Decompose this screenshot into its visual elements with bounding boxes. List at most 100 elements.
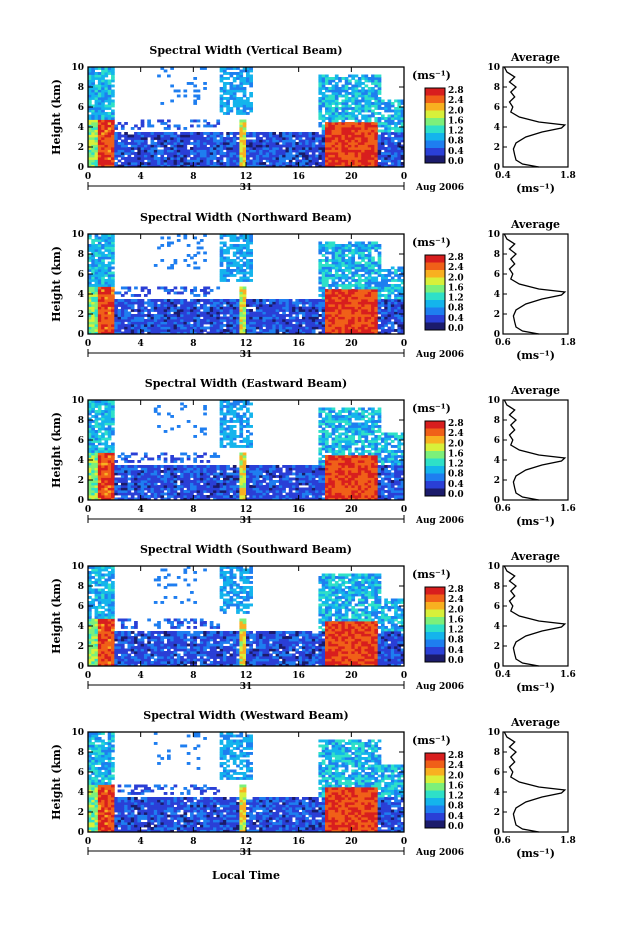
heatmap-cell bbox=[229, 97, 234, 100]
heatmap-cell bbox=[325, 147, 329, 150]
heatmap-cell bbox=[390, 279, 395, 282]
heatmap-cell bbox=[321, 296, 326, 300]
heatmap-cell bbox=[351, 254, 356, 257]
heatmap-cell bbox=[341, 259, 346, 262]
heatmap-cell bbox=[390, 119, 395, 123]
heatmap-cell bbox=[219, 299, 224, 302]
heatmap-cell bbox=[338, 274, 342, 277]
heatmap-cell bbox=[91, 407, 95, 411]
heatmap-cell bbox=[111, 129, 115, 133]
heatmap-cell bbox=[246, 162, 250, 165]
heatmap-cell bbox=[236, 87, 240, 90]
heatmap-cell bbox=[278, 319, 283, 322]
heatmap-cell bbox=[183, 157, 188, 160]
heatmap-cell bbox=[104, 326, 109, 330]
heatmap-cell bbox=[97, 117, 102, 120]
heatmap-cell bbox=[120, 490, 125, 493]
heatmap-cell bbox=[226, 279, 230, 282]
heatmap-cell bbox=[275, 309, 280, 312]
heatmap-cell bbox=[295, 132, 300, 135]
heatmap-cell bbox=[88, 412, 92, 416]
heatmap-cell bbox=[305, 311, 309, 315]
heatmap-cell bbox=[338, 77, 342, 80]
heatmap-cell bbox=[111, 94, 115, 98]
heatmap-cell bbox=[400, 107, 405, 110]
heatmap-cell bbox=[196, 139, 201, 143]
heatmap-cell bbox=[157, 470, 161, 473]
heatmap-cell bbox=[357, 269, 362, 272]
heatmap-cell bbox=[232, 94, 237, 98]
heatmap-cell bbox=[104, 107, 109, 110]
heatmap-cell bbox=[321, 309, 326, 312]
heatmap-cell bbox=[288, 321, 293, 325]
heatmap-cell bbox=[222, 244, 227, 247]
heatmap-cell bbox=[117, 477, 122, 481]
heatmap-cell bbox=[364, 107, 369, 110]
heatmap-cell bbox=[222, 69, 227, 73]
heatmap-cell bbox=[367, 309, 372, 312]
heatmap-cell bbox=[367, 144, 372, 148]
heatmap-cell bbox=[334, 321, 339, 325]
heatmap-cell bbox=[97, 440, 102, 443]
heatmap-cell bbox=[88, 134, 92, 138]
heatmap-cell bbox=[104, 304, 109, 307]
heatmap-cell bbox=[255, 134, 260, 138]
heatmap-cell bbox=[203, 82, 207, 85]
heatmap-cell bbox=[351, 319, 356, 322]
heatmap-cell bbox=[193, 324, 198, 327]
heatmap-cell bbox=[252, 301, 257, 305]
heatmap-cell bbox=[216, 147, 221, 150]
heatmap-cell bbox=[394, 299, 398, 302]
heatmap-cell bbox=[239, 82, 244, 85]
heatmap-cell bbox=[334, 99, 339, 103]
heatmap-cell bbox=[104, 400, 109, 403]
heatmap-cell bbox=[107, 67, 112, 70]
heatmap-cell bbox=[367, 127, 372, 130]
heatmap-cell bbox=[101, 112, 105, 115]
heatmap-cell bbox=[97, 119, 102, 123]
heatmap-cell bbox=[242, 234, 247, 237]
heatmap-cell bbox=[380, 284, 385, 287]
heatmap-cell bbox=[397, 142, 402, 145]
heatmap-cell bbox=[371, 129, 375, 133]
heatmap-cell bbox=[374, 299, 379, 302]
heatmap-cell bbox=[203, 234, 207, 237]
heatmap-cell bbox=[361, 319, 365, 322]
heatmap-cell bbox=[377, 117, 382, 120]
heatmap-cell bbox=[371, 92, 375, 95]
heatmap-cell bbox=[226, 112, 230, 115]
heatmap-cell bbox=[114, 319, 119, 322]
heatmap-cell bbox=[157, 311, 161, 315]
heatmap-cell bbox=[400, 311, 405, 315]
heatmap-cell bbox=[222, 324, 227, 327]
heatmap-cell bbox=[295, 326, 300, 330]
heatmap-cell bbox=[357, 251, 362, 255]
heatmap-cell bbox=[232, 314, 237, 317]
heatmap-cell bbox=[334, 117, 339, 120]
heatmap-cell bbox=[183, 259, 188, 262]
heatmap-cell bbox=[153, 157, 158, 160]
x-tick-label: 20 bbox=[345, 339, 358, 349]
heatmap-cell bbox=[111, 492, 115, 496]
heatmap-cell bbox=[318, 299, 323, 302]
heatmap-cell bbox=[226, 152, 230, 155]
heatmap-cell bbox=[371, 256, 375, 260]
heatmap-cell bbox=[305, 319, 309, 322]
heatmap-cell bbox=[344, 112, 349, 115]
heatmap-cell bbox=[357, 301, 362, 305]
heatmap-cell bbox=[394, 124, 398, 128]
heatmap-cell bbox=[361, 316, 365, 320]
heatmap-cell bbox=[374, 289, 379, 292]
heatmap-cell bbox=[354, 87, 359, 90]
heatmap-cell bbox=[157, 316, 161, 320]
heatmap-cell bbox=[328, 94, 332, 98]
heatmap-cell bbox=[160, 139, 165, 143]
heatmap-cell bbox=[88, 139, 92, 143]
heatmap-cell bbox=[292, 316, 296, 320]
heatmap-cell bbox=[331, 152, 336, 155]
heatmap-cell bbox=[311, 152, 316, 155]
heatmap-cell bbox=[242, 154, 247, 158]
heatmap-cell bbox=[107, 139, 112, 143]
heatmap-cell bbox=[357, 137, 362, 140]
heatmap-cell bbox=[374, 84, 379, 88]
